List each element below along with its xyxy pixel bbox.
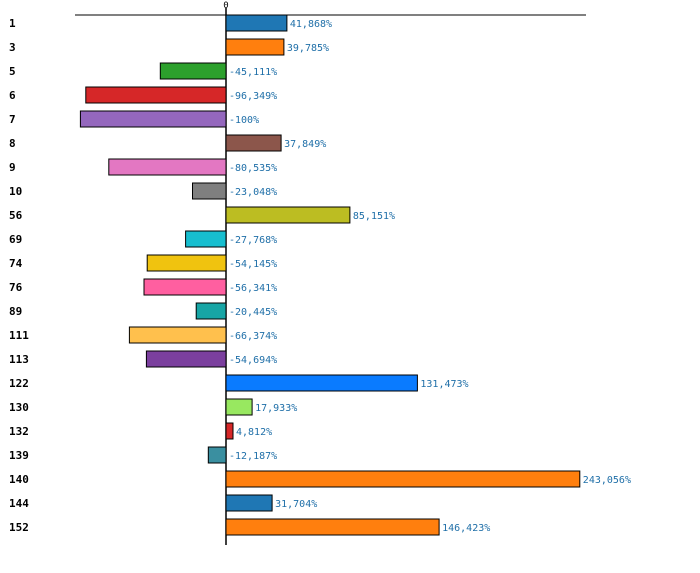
category-label: 6 bbox=[9, 89, 16, 102]
bar bbox=[207, 446, 227, 464]
category-label: 144 bbox=[9, 497, 29, 510]
category-label: 7 bbox=[9, 113, 16, 126]
value-label: -12,187% bbox=[229, 451, 277, 462]
category-label: 122 bbox=[9, 377, 29, 390]
category-label: 113 bbox=[9, 353, 29, 366]
value-label: 243,056% bbox=[583, 475, 631, 486]
value-label: -20,445% bbox=[229, 307, 277, 318]
category-label: 3 bbox=[9, 41, 16, 54]
bar bbox=[225, 374, 418, 392]
category-label: 76 bbox=[9, 281, 23, 294]
category-label: 9 bbox=[9, 161, 16, 174]
value-label: 146,423% bbox=[442, 523, 490, 534]
bar bbox=[195, 302, 227, 320]
value-label: -45,111% bbox=[229, 67, 277, 78]
bar bbox=[108, 158, 227, 176]
category-label: 56 bbox=[9, 209, 23, 222]
category-label: 5 bbox=[9, 65, 16, 78]
value-label: -96,349% bbox=[229, 91, 277, 102]
zero-tick-label: 0 bbox=[223, 1, 228, 11]
bar bbox=[225, 14, 288, 32]
category-label: 8 bbox=[9, 137, 16, 150]
category-label: 10 bbox=[9, 185, 22, 198]
bar bbox=[159, 62, 227, 80]
category-label: 140 bbox=[9, 473, 29, 486]
value-label: -66,374% bbox=[229, 331, 277, 342]
value-label: 39,785% bbox=[287, 43, 329, 54]
category-label: 1 bbox=[9, 17, 16, 30]
bar bbox=[85, 86, 227, 104]
value-label: 85,151% bbox=[353, 211, 395, 222]
value-label: -27,768% bbox=[229, 235, 277, 246]
bar bbox=[185, 230, 227, 248]
value-label: 37,849% bbox=[284, 139, 326, 150]
bar bbox=[128, 326, 227, 344]
value-label: -100% bbox=[229, 115, 259, 126]
bar bbox=[146, 254, 227, 272]
bar bbox=[79, 110, 227, 128]
category-label: 139 bbox=[9, 449, 29, 462]
category-label: 69 bbox=[9, 233, 22, 246]
bar bbox=[145, 350, 227, 368]
value-label: -54,694% bbox=[229, 355, 277, 366]
bar bbox=[225, 518, 440, 536]
value-label: 4,812% bbox=[236, 427, 272, 438]
value-label: 17,933% bbox=[255, 403, 297, 414]
category-label: 89 bbox=[9, 305, 22, 318]
bar bbox=[192, 182, 227, 200]
bar bbox=[225, 494, 273, 512]
category-label: 111 bbox=[9, 329, 29, 342]
bar bbox=[225, 470, 581, 488]
bar bbox=[225, 206, 351, 224]
value-label: -54,145% bbox=[229, 259, 277, 270]
category-label: 152 bbox=[9, 521, 29, 534]
bar bbox=[225, 422, 234, 440]
value-label: -56,341% bbox=[229, 283, 277, 294]
category-label: 132 bbox=[9, 425, 29, 438]
value-label: -23,048% bbox=[229, 187, 277, 198]
bars-group: 1 41,868% 3 39,785% 5 -45,111% 6 -96,349% 7 -100%… bbox=[9, 14, 631, 536]
value-label: 41,868% bbox=[290, 19, 332, 30]
bar bbox=[143, 278, 227, 296]
category-label: 74 bbox=[9, 257, 23, 270]
bar bbox=[225, 398, 253, 416]
value-label: -80,535% bbox=[229, 163, 277, 174]
category-label: 130 bbox=[9, 401, 29, 414]
bar bbox=[225, 38, 285, 56]
value-label: 131,473% bbox=[420, 379, 468, 390]
value-label: 31,704% bbox=[275, 499, 317, 510]
bar bbox=[225, 134, 282, 152]
